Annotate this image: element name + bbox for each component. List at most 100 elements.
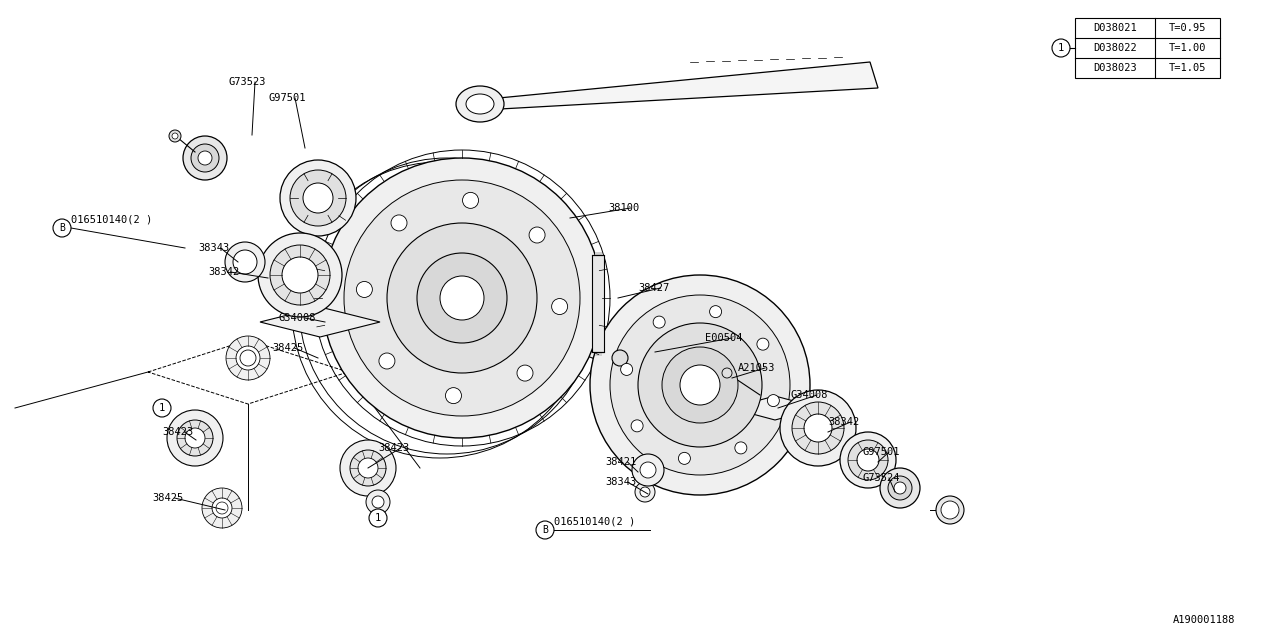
Text: E00504: E00504 (705, 333, 742, 343)
Ellipse shape (172, 133, 178, 139)
Ellipse shape (236, 346, 260, 370)
Ellipse shape (202, 488, 242, 528)
Ellipse shape (270, 245, 330, 305)
Ellipse shape (611, 295, 790, 475)
Ellipse shape (804, 414, 832, 442)
Ellipse shape (590, 275, 810, 495)
Ellipse shape (936, 496, 964, 524)
Text: 38342: 38342 (828, 417, 859, 427)
Circle shape (52, 219, 70, 237)
Ellipse shape (177, 420, 212, 456)
Text: 38100: 38100 (608, 203, 639, 213)
Text: G34008: G34008 (278, 313, 315, 323)
Text: 38342: 38342 (209, 267, 239, 277)
Ellipse shape (756, 338, 769, 350)
Circle shape (154, 399, 172, 417)
Ellipse shape (225, 242, 265, 282)
Text: G97501: G97501 (268, 93, 306, 103)
Ellipse shape (735, 442, 746, 454)
Text: 38421: 38421 (605, 457, 636, 467)
Ellipse shape (709, 306, 722, 317)
Ellipse shape (941, 501, 959, 519)
Ellipse shape (888, 476, 913, 500)
Ellipse shape (191, 144, 219, 172)
Ellipse shape (358, 458, 378, 478)
Ellipse shape (635, 482, 655, 502)
Ellipse shape (387, 223, 538, 373)
Text: 38343: 38343 (198, 243, 229, 253)
Circle shape (536, 521, 554, 539)
Ellipse shape (640, 487, 650, 497)
Ellipse shape (372, 496, 384, 508)
Ellipse shape (466, 94, 494, 114)
Text: D038022: D038022 (1093, 43, 1137, 53)
Ellipse shape (881, 468, 920, 508)
Text: 38425: 38425 (273, 343, 303, 353)
Text: 38423: 38423 (163, 427, 193, 437)
Ellipse shape (291, 170, 346, 226)
Ellipse shape (340, 440, 396, 496)
Ellipse shape (768, 395, 780, 406)
Ellipse shape (631, 420, 643, 432)
Ellipse shape (241, 350, 256, 366)
Ellipse shape (390, 215, 407, 231)
Ellipse shape (216, 502, 228, 514)
Ellipse shape (552, 298, 567, 314)
Polygon shape (730, 396, 820, 420)
Ellipse shape (621, 364, 632, 376)
Ellipse shape (529, 227, 545, 243)
Ellipse shape (166, 410, 223, 466)
Ellipse shape (344, 180, 580, 416)
Ellipse shape (445, 388, 462, 404)
Ellipse shape (849, 440, 888, 480)
Ellipse shape (678, 452, 690, 465)
Text: A190001188: A190001188 (1172, 615, 1235, 625)
Text: 1: 1 (1057, 43, 1064, 53)
Ellipse shape (722, 368, 732, 378)
Ellipse shape (212, 498, 232, 518)
Ellipse shape (356, 282, 372, 298)
Ellipse shape (198, 151, 212, 165)
Text: T=1.05: T=1.05 (1169, 63, 1206, 73)
Text: 016510140(2 ): 016510140(2 ) (554, 516, 635, 526)
Text: 38343: 38343 (605, 477, 636, 487)
Text: 38425: 38425 (152, 493, 183, 503)
Text: B: B (541, 525, 548, 535)
Ellipse shape (169, 130, 180, 142)
Ellipse shape (259, 233, 342, 317)
Polygon shape (477, 62, 878, 110)
Ellipse shape (227, 336, 270, 380)
Ellipse shape (456, 86, 504, 122)
Text: A21053: A21053 (739, 363, 776, 373)
Bar (1075, 18, 1220, 78)
Ellipse shape (323, 158, 602, 438)
Ellipse shape (379, 353, 396, 369)
Text: 38423: 38423 (378, 443, 410, 453)
Ellipse shape (653, 316, 666, 328)
Text: T=1.00: T=1.00 (1169, 43, 1206, 53)
Ellipse shape (440, 276, 484, 320)
Ellipse shape (280, 160, 356, 236)
Ellipse shape (662, 347, 739, 423)
Text: G34008: G34008 (790, 390, 827, 400)
Ellipse shape (366, 490, 390, 514)
Text: D038023: D038023 (1093, 63, 1137, 73)
Ellipse shape (303, 183, 333, 213)
Ellipse shape (893, 482, 906, 494)
Ellipse shape (840, 432, 896, 488)
Text: G73523: G73523 (228, 77, 265, 87)
Ellipse shape (632, 454, 664, 486)
Ellipse shape (417, 253, 507, 343)
Polygon shape (260, 307, 380, 337)
Polygon shape (593, 255, 604, 352)
Circle shape (1052, 39, 1070, 57)
Text: 016510140(2 ): 016510140(2 ) (70, 214, 152, 224)
Text: D038021: D038021 (1093, 23, 1137, 33)
Ellipse shape (637, 323, 762, 447)
Ellipse shape (349, 450, 387, 486)
Circle shape (369, 509, 387, 527)
Text: T=0.95: T=0.95 (1169, 23, 1206, 33)
Text: 1: 1 (375, 513, 381, 523)
Text: G97501: G97501 (861, 447, 900, 457)
Ellipse shape (780, 390, 856, 466)
